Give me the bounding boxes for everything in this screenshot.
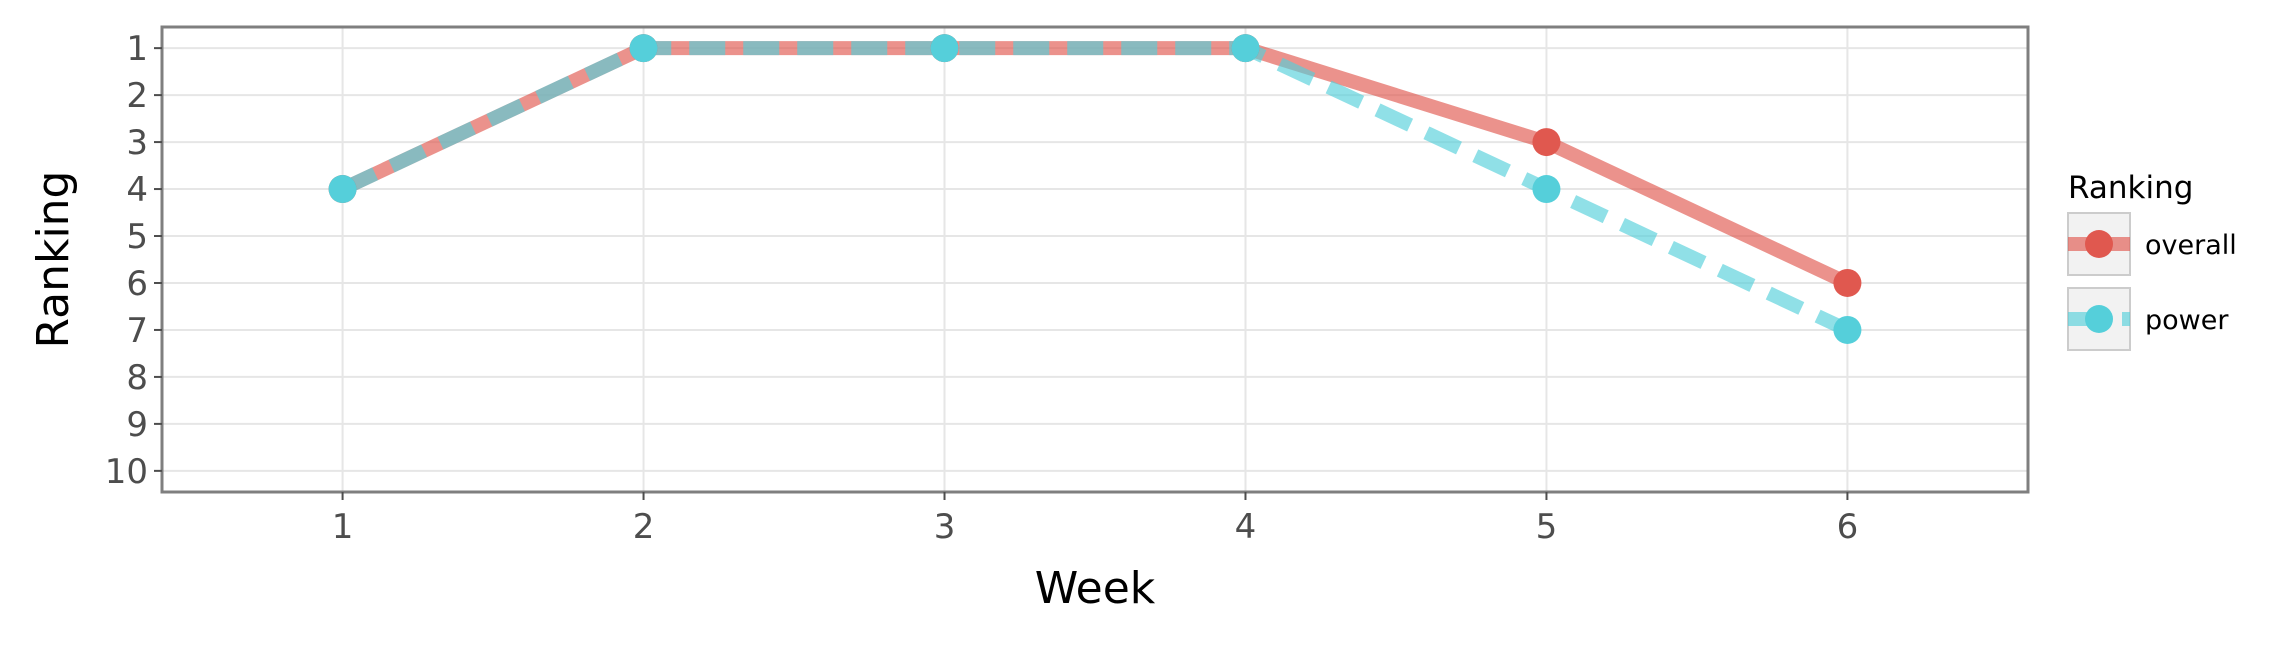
- data-point-power: [930, 34, 959, 63]
- x-axis-title: Week: [1035, 563, 1156, 614]
- y-tick-label: 10: [105, 452, 148, 492]
- x-tick-label: 6: [1837, 507, 1859, 547]
- series-line-power: [339, 41, 1851, 337]
- y-tick-label: 4: [126, 170, 148, 210]
- y-tick-label: 5: [126, 217, 148, 257]
- legend-title: Ranking: [2068, 170, 2193, 206]
- y-tick-label: 7: [126, 311, 148, 351]
- grid-lines: [162, 27, 2028, 492]
- y-tick-label: 6: [126, 264, 148, 304]
- data-point-power: [1532, 175, 1561, 204]
- legend: Ranking overall power: [2067, 170, 2237, 351]
- y-tick-label: 9: [126, 405, 148, 445]
- x-tick-label: 3: [934, 507, 956, 547]
- x-tick-label: 2: [633, 507, 655, 547]
- x-tick-label: 4: [1235, 507, 1257, 547]
- data-point-overall: [1833, 268, 1862, 297]
- series-lines: [339, 41, 1851, 337]
- legend-keys: overall power: [2067, 212, 2237, 351]
- legend-key-point-overall: [2085, 230, 2113, 258]
- data-point-power: [1833, 315, 1862, 344]
- x-tick-label: 1: [332, 507, 354, 547]
- legend-key-point-power: [2085, 305, 2113, 333]
- y-tick-label: 8: [126, 358, 148, 398]
- series-points: [328, 34, 1862, 344]
- y-tick-label: 3: [126, 123, 148, 163]
- data-point-overall: [1532, 128, 1561, 157]
- data-point-power: [328, 175, 357, 204]
- y-tick-label: 1: [126, 29, 148, 69]
- plot-panel-border: [160, 25, 2030, 494]
- y-tick-label: 2: [126, 76, 148, 116]
- legend-label-overall: overall: [2145, 230, 2237, 261]
- data-point-power: [629, 34, 658, 63]
- legend-label-power: power: [2145, 305, 2229, 336]
- data-point-power: [1231, 34, 1260, 63]
- y-axis-title: Ranking: [28, 171, 79, 349]
- x-tick-label: 5: [1536, 507, 1558, 547]
- axes: 1 2 3 4 5 6 1 2 3 4 5 6 7 8 9 10: [105, 29, 1859, 547]
